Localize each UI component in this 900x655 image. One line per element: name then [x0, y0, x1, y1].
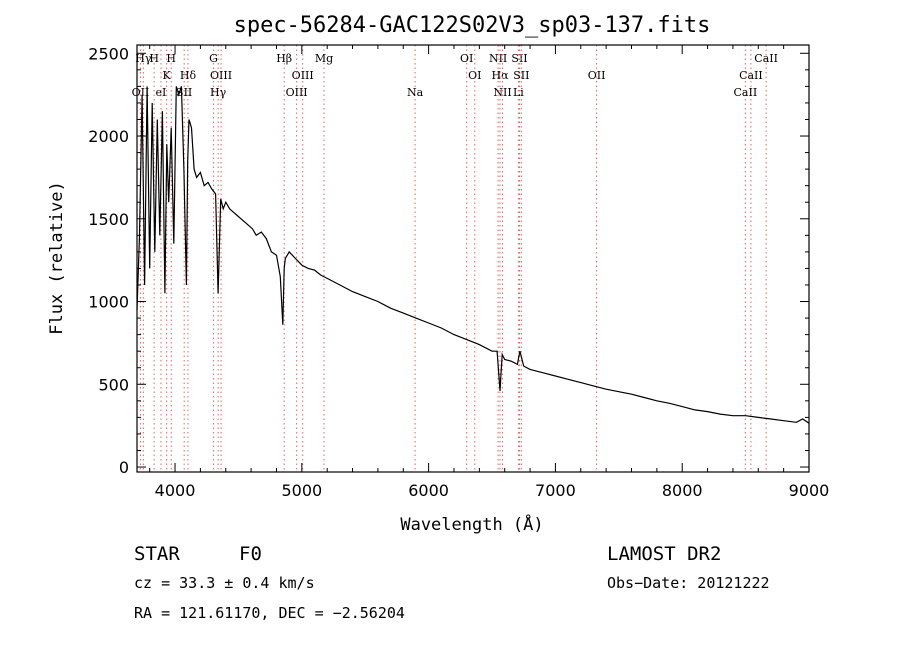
x-axis-label: Wavelength (Å) — [400, 513, 543, 535]
spectral-line-label: Hα — [491, 69, 509, 82]
x-tick-label: 6000 — [408, 481, 449, 500]
x-tick-label: 4000 — [155, 481, 196, 500]
y-tick-label: 0 — [119, 458, 129, 477]
y-tick-label: 2500 — [88, 44, 129, 63]
y-tick-label: 1500 — [88, 210, 129, 229]
spectral-line-label: OIII — [210, 69, 232, 82]
spectral-line-label: Mg — [315, 52, 333, 65]
spectral-line-label: Hγ — [135, 52, 152, 65]
y-axis-ticks: 0 500 1000 1500 2000 2500 — [88, 44, 809, 477]
x-tick-label: 9000 — [789, 481, 830, 500]
y-axis-label: Flux (relative) — [47, 181, 67, 335]
object-subclass: F0 — [239, 543, 262, 565]
y-tick-label: 2000 — [88, 127, 129, 146]
spectral-line-label: H — [166, 52, 176, 65]
spectral-line-label: SII — [511, 52, 527, 65]
x-tick-label: 5000 — [281, 481, 322, 500]
spectral-line-label: OIII — [286, 86, 308, 99]
spectral-line-label: OII — [588, 69, 606, 82]
spectral-line-label: OI — [468, 69, 481, 82]
data-release: LAMOST DR2 — [607, 543, 721, 565]
y-tick-label: 1000 — [88, 293, 129, 312]
x-tick-label: 7000 — [535, 481, 576, 500]
spectral-line-label: H — [149, 52, 159, 65]
y-tick-label: 500 — [98, 375, 129, 394]
spectrum-series-line — [136, 86, 810, 424]
spectral-line-label: Hδ — [180, 69, 197, 82]
obs-date: Obs−Date: 20121222 — [607, 574, 770, 592]
x-axis-ticks: 4000 5000 6000 7000 8000 9000 — [149, 45, 830, 500]
spectral-line-label: OII — [132, 86, 150, 99]
chart-title: spec-56284-GAC122S02V3_sp03-137.fits — [234, 13, 711, 38]
spectral-line-label: NII — [493, 86, 511, 99]
spectral-line-label: CaII — [734, 86, 758, 99]
spectral-line-label: SII — [513, 69, 529, 82]
spectral-line-label: OI — [460, 52, 473, 65]
redshift-readout: cz = 33.3 ± 0.4 km/s — [134, 574, 315, 592]
spectral-line-label: Li — [513, 86, 524, 99]
spectral-line-label: Hβ — [276, 52, 292, 65]
spectral-line-label: CaII — [754, 52, 778, 65]
spectral-line-label: K — [163, 69, 172, 82]
spectral-line-label: eI — [156, 86, 167, 99]
spectral-line-label: NII — [489, 52, 507, 65]
x-tick-label: 8000 — [662, 481, 703, 500]
spectral-line-label: Hγ — [210, 86, 227, 99]
object-class: STAR — [134, 543, 180, 565]
spectral-line-label: G — [209, 52, 218, 65]
spectral-line-label: CaII — [739, 69, 763, 82]
spectral-line-label: OIII — [292, 69, 314, 82]
coordinates: RA = 121.61170, DEC = −2.56204 — [134, 604, 405, 622]
plot-frame — [136, 44, 810, 473]
spectral-line-label: Na — [407, 86, 424, 99]
